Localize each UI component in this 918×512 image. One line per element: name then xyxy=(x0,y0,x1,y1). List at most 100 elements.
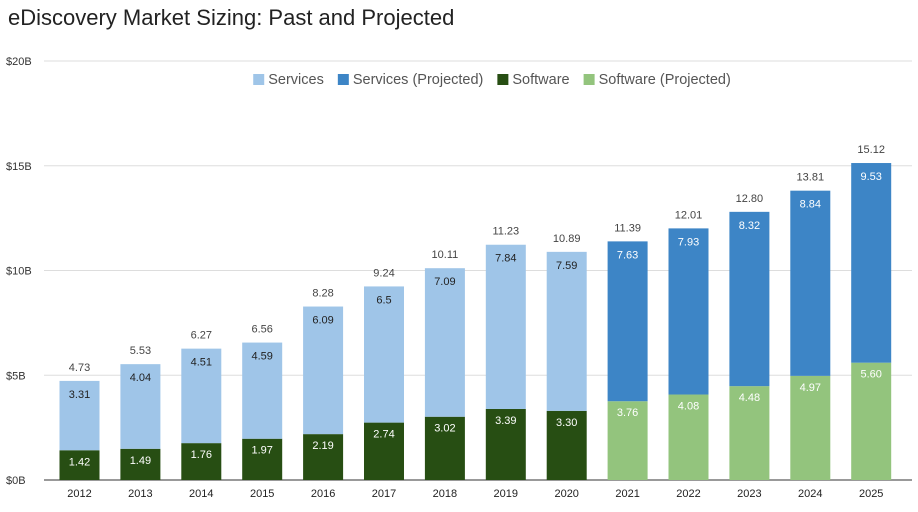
bar-group-2020: 3.30 7.59 10.89 xyxy=(546,233,587,480)
total-value-label: 6.27 xyxy=(191,330,212,342)
software-value-label: 1.97 xyxy=(251,445,272,457)
legend-swatch xyxy=(253,74,265,85)
legend-item: Services xyxy=(253,72,324,88)
software-value-label: 3.39 xyxy=(495,415,516,427)
legend-swatch xyxy=(497,74,509,85)
total-value-label: 5.53 xyxy=(130,345,151,357)
software-value-label: 3.76 xyxy=(617,407,638,419)
legend-label: Services (Projected) xyxy=(353,72,484,88)
legend-item: Services (Projected) xyxy=(337,72,484,88)
total-value-label: 13.81 xyxy=(797,172,825,184)
total-value-label: 8.28 xyxy=(312,288,333,300)
x-axis: 2012 2013 2014 2015 2016 2017 2018 2019 2020 2021… xyxy=(67,488,883,500)
legend-label: Software (Projected) xyxy=(599,72,731,88)
bar-group-2017: 2.74 6.5 9.24 xyxy=(364,267,404,480)
bar-services xyxy=(181,348,222,444)
software-value-label: 4.48 xyxy=(739,392,760,404)
bar-group-2015: 1.97 4.59 6.56 xyxy=(242,324,283,480)
bar-software xyxy=(120,448,161,480)
bar-group-2012: 1.42 3.31 4.73 xyxy=(59,362,100,480)
services-value-label: 6.5 xyxy=(376,294,391,306)
y-tick-label: $10B xyxy=(6,266,32,278)
bar-services xyxy=(59,380,100,451)
bar-services xyxy=(242,342,283,439)
total-value-label: 10.11 xyxy=(432,249,459,261)
bar-software xyxy=(424,416,465,480)
bar-group-2013: 1.49 4.04 5.53 xyxy=(120,345,161,480)
bar-services-projected xyxy=(729,211,770,387)
bars: 1.42 3.31 4.73 1.49 4.04 5.53 1.76 4.51 6.27 1.97… xyxy=(59,144,892,480)
total-value-label: 11.39 xyxy=(614,222,641,234)
bar-services xyxy=(424,268,465,417)
bar-group-2021: 3.76 7.63 11.39 xyxy=(607,222,648,480)
bar-services xyxy=(364,286,404,423)
bar-group-2019: 3.39 7.84 11.23 xyxy=(485,226,526,480)
bar-group-2023: 4.48 8.32 12.80 xyxy=(729,193,770,480)
x-tick-label: 2021 xyxy=(615,488,639,500)
services-value-label: 3.31 xyxy=(69,389,90,401)
services-value-label: 8.32 xyxy=(739,220,760,232)
x-tick-label: 2019 xyxy=(494,488,518,500)
x-tick-label: 2017 xyxy=(372,488,396,500)
bar-group-2024: 4.97 8.84 13.81 xyxy=(790,172,831,480)
x-tick-label: 2012 xyxy=(67,488,91,500)
x-tick-label: 2016 xyxy=(311,488,335,500)
services-value-label: 6.09 xyxy=(312,315,333,327)
bar-software xyxy=(181,443,222,480)
y-axis: $0B $5B $10B $15B $20B xyxy=(6,56,32,487)
x-tick-label: 2015 xyxy=(250,488,274,500)
x-tick-label: 2023 xyxy=(737,488,761,500)
x-tick-label: 2013 xyxy=(128,488,152,500)
bar-services-projected xyxy=(668,228,709,395)
x-tick-label: 2024 xyxy=(798,488,822,500)
bar-software-projected xyxy=(790,375,831,480)
bar-group-2016: 2.19 6.09 8.28 xyxy=(303,288,344,480)
y-tick-label: $15B xyxy=(6,161,32,173)
legend-item: Software xyxy=(497,72,570,88)
bar-software-projected xyxy=(729,386,770,480)
services-value-label: 7.63 xyxy=(617,249,638,261)
bar-software-projected xyxy=(607,401,648,480)
total-value-label: 10.89 xyxy=(553,233,581,245)
bar-group-2014: 1.76 4.51 6.27 xyxy=(181,330,222,480)
services-value-label: 7.93 xyxy=(678,236,699,248)
total-value-label: 12.80 xyxy=(736,193,764,205)
bar-software-projected xyxy=(851,362,892,480)
legend-label: Software xyxy=(512,72,569,88)
legend: Services Services (Projected) Software Soft… xyxy=(253,72,731,88)
chart-title: eDiscovery Market Sizing: Past and Proje… xyxy=(8,5,455,30)
bar-services-projected xyxy=(851,163,892,363)
bar-services-projected xyxy=(607,241,648,402)
bar-software xyxy=(546,410,587,480)
legend-label: Services xyxy=(268,72,324,88)
bar-group-2018: 3.02 7.09 10.11 xyxy=(424,249,465,480)
y-tick-label: $20B xyxy=(6,56,32,68)
bar-software xyxy=(303,434,344,480)
services-value-label: 4.59 xyxy=(251,351,272,363)
bar-services xyxy=(303,306,344,435)
software-value-label: 4.97 xyxy=(800,382,821,394)
x-tick-label: 2018 xyxy=(433,488,457,500)
legend-swatch xyxy=(337,74,349,85)
bar-software xyxy=(59,450,100,480)
x-tick-label: 2022 xyxy=(676,488,700,500)
x-tick-label: 2020 xyxy=(554,488,578,500)
services-value-label: 9.53 xyxy=(860,171,881,183)
services-value-label: 7.84 xyxy=(495,253,516,265)
bar-services-projected xyxy=(790,190,831,376)
software-value-label: 3.30 xyxy=(556,417,577,429)
x-tick-label: 2025 xyxy=(859,488,883,500)
services-value-label: 4.51 xyxy=(191,357,212,369)
bar-software-projected xyxy=(668,394,709,480)
total-value-label: 6.56 xyxy=(251,324,272,336)
bar-group-2022: 4.08 7.93 12.01 xyxy=(668,209,709,480)
total-value-label: 11.23 xyxy=(492,226,519,238)
legend-swatch xyxy=(583,74,595,85)
total-value-label: 15.12 xyxy=(857,144,885,156)
y-tick-label: $0B xyxy=(6,475,26,487)
bar-software xyxy=(364,422,404,480)
gridlines xyxy=(44,60,912,481)
x-tick-label: 2014 xyxy=(189,488,213,500)
bar-software xyxy=(485,408,526,480)
software-value-label: 1.42 xyxy=(69,456,90,468)
